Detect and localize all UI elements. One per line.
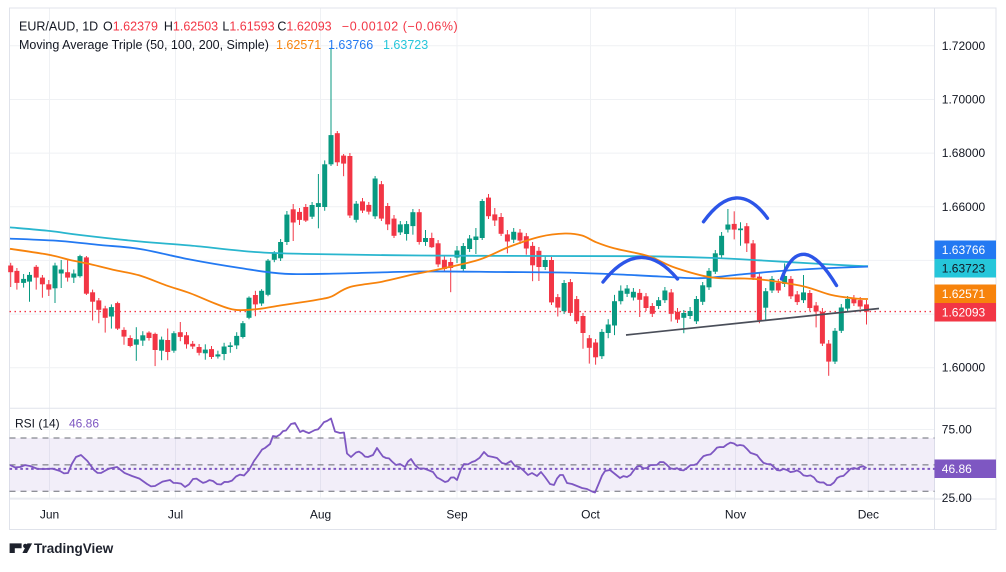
svg-text:Aug: Aug: [310, 508, 331, 522]
svg-text:Jun: Jun: [40, 508, 59, 522]
svg-text:1.72000: 1.72000: [942, 39, 986, 53]
svg-text:1.63723: 1.63723: [383, 38, 428, 52]
svg-text:1.63766: 1.63766: [942, 243, 986, 257]
svg-text:TradingView: TradingView: [34, 541, 114, 556]
svg-text:RSI (14): RSI (14): [15, 417, 60, 431]
svg-text:H1.62503: H1.62503: [164, 20, 218, 34]
svg-text:Dec: Dec: [858, 508, 879, 522]
svg-text:1.70000: 1.70000: [942, 93, 986, 107]
svg-text:L1.61593: L1.61593: [222, 20, 274, 34]
svg-text:O1.62379: O1.62379: [103, 20, 158, 34]
svg-text:1.62571: 1.62571: [942, 287, 986, 301]
svg-text:Moving Average Triple (50, 100: Moving Average Triple (50, 100, 200, Sim…: [19, 38, 269, 52]
svg-text:1.60000: 1.60000: [942, 361, 986, 375]
svg-text:1.66000: 1.66000: [942, 200, 986, 214]
svg-text:25.00: 25.00: [942, 491, 972, 505]
svg-text:Oct: Oct: [581, 508, 600, 522]
svg-text:Nov: Nov: [725, 508, 746, 522]
svg-text:Jul: Jul: [168, 508, 183, 522]
svg-text:1.68000: 1.68000: [942, 146, 986, 160]
svg-text:1.63766: 1.63766: [328, 38, 373, 52]
svg-text:C1.62093: C1.62093: [277, 20, 331, 34]
svg-text:Sep: Sep: [446, 508, 468, 522]
svg-text:46.86: 46.86: [942, 462, 972, 476]
svg-text:EUR/AUD, 1D: EUR/AUD, 1D: [19, 20, 98, 34]
svg-text:−0.00102 (−0.06%): −0.00102 (−0.06%): [342, 20, 458, 34]
svg-text:75.00: 75.00: [942, 423, 972, 437]
svg-text:1.62093: 1.62093: [942, 305, 986, 319]
svg-text:1.63723: 1.63723: [942, 261, 986, 275]
svg-text:1.62571: 1.62571: [276, 38, 321, 52]
svg-text:46.86: 46.86: [69, 417, 99, 431]
